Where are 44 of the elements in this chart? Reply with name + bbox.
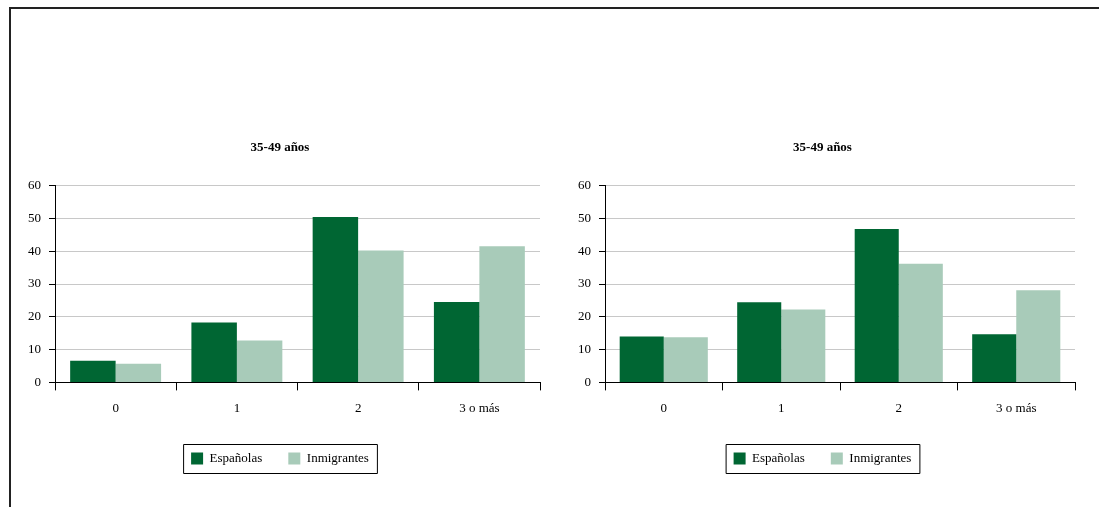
bar: [312, 217, 359, 382]
x-tick-label: 0: [660, 399, 667, 415]
legend-label: Inmigrantes: [849, 449, 912, 465]
x-tick-label: 0: [112, 399, 119, 415]
y-tick-label: 40: [28, 242, 41, 258]
y-tick-label: 30: [578, 275, 591, 291]
bar: [115, 363, 162, 382]
chart-title: 35-49 años: [793, 139, 852, 155]
y-tick-label: 0: [584, 373, 591, 389]
bar: [898, 263, 943, 382]
x-tick-label: 2: [354, 399, 362, 415]
y-tick-label: 50: [28, 209, 41, 225]
bar: [972, 334, 1017, 382]
x-tick-label: 3 o más: [459, 399, 500, 415]
legend-label: Españolas: [209, 449, 263, 465]
chart-title: 35-49 años: [250, 139, 310, 155]
x-tick-label: 1: [778, 399, 785, 415]
bar: [70, 360, 116, 382]
x-tick-label: 3 o más: [996, 399, 1037, 415]
bar: [663, 337, 708, 382]
bar: [191, 322, 237, 382]
bar: [433, 302, 480, 382]
bar: [781, 309, 826, 382]
y-tick-label: 60: [578, 177, 591, 193]
y-tick-label: 0: [34, 373, 41, 389]
legend-label: Inmigrantes: [306, 449, 369, 465]
y-tick-label: 10: [578, 341, 591, 357]
y-tick-label: 50: [578, 209, 591, 225]
y-tick-label: 40: [578, 242, 591, 258]
x-tick-label: 1: [233, 399, 241, 415]
y-tick-label: 30: [28, 275, 41, 291]
bar: [358, 250, 404, 382]
y-tick-label: 10: [28, 341, 41, 357]
bar: [1016, 290, 1061, 382]
x-tick-label: 2: [895, 399, 902, 415]
bar: [737, 302, 782, 382]
legend-label: Españolas: [752, 449, 805, 465]
y-tick-label: 20: [578, 308, 591, 324]
bar: [479, 246, 525, 382]
bar: [854, 228, 899, 382]
y-tick-label: 60: [28, 177, 41, 193]
bar: [236, 340, 283, 382]
y-tick-label: 20: [28, 308, 41, 324]
bar: [619, 336, 664, 382]
